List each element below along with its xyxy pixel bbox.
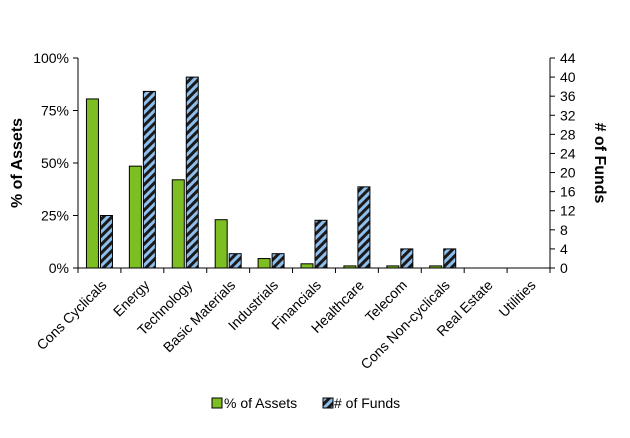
bar-assets-8 xyxy=(429,265,443,269)
right-tick-label: 0 xyxy=(560,260,568,276)
left-tick-label: 75% xyxy=(41,103,69,119)
bar-assets-3 xyxy=(214,219,228,269)
x-tick-label: Utilities xyxy=(495,277,538,320)
left-tick-label: 0% xyxy=(49,260,69,276)
right-tick-label: 12 xyxy=(560,203,576,219)
right-tick-label: 24 xyxy=(560,145,576,161)
bar-funds-6 xyxy=(357,186,371,269)
legend-swatch-funds xyxy=(322,397,334,409)
right-tick-label: 32 xyxy=(560,107,576,123)
bar-assets-2 xyxy=(171,179,185,269)
right-tick-label: 36 xyxy=(560,88,576,104)
bar-assets-1 xyxy=(128,165,142,269)
bar-assets-0 xyxy=(85,98,99,269)
y2-axis-title: # of Funds xyxy=(591,123,608,204)
legend-label-funds: # of Funds xyxy=(334,395,400,411)
bar-funds-4 xyxy=(271,253,285,269)
left-tick-label: 50% xyxy=(41,155,69,171)
x-tick-label: Energy xyxy=(110,277,153,320)
legend-label-assets: % of Assets xyxy=(224,395,297,411)
right-tick-label: 28 xyxy=(560,126,576,142)
right-tick-label: 44 xyxy=(560,50,576,66)
x-tick-label: Cons Cyclicals xyxy=(33,277,109,353)
right-tick-label: 4 xyxy=(560,241,568,257)
bar-funds-2 xyxy=(185,76,199,269)
left-tick-label: 25% xyxy=(41,208,69,224)
right-tick-label: 40 xyxy=(560,69,576,85)
bar-funds-7 xyxy=(400,248,414,269)
y-axis-title: % of Assets xyxy=(9,118,26,208)
bar-funds-3 xyxy=(228,253,242,269)
bar-assets-6 xyxy=(343,265,357,269)
legend-swatch-assets xyxy=(211,397,223,409)
bar-assets-4 xyxy=(257,258,271,269)
bar-funds-8 xyxy=(443,248,457,269)
bar-assets-5 xyxy=(300,263,314,269)
bar-assets-7 xyxy=(386,265,400,269)
bar-funds-5 xyxy=(314,219,328,269)
right-tick-label: 16 xyxy=(560,184,576,200)
bar-funds-1 xyxy=(142,90,156,269)
right-tick-label: 20 xyxy=(560,165,576,181)
bar-funds-0 xyxy=(99,215,113,269)
right-tick-label: 8 xyxy=(560,222,568,238)
left-tick-label: 100% xyxy=(33,50,69,66)
